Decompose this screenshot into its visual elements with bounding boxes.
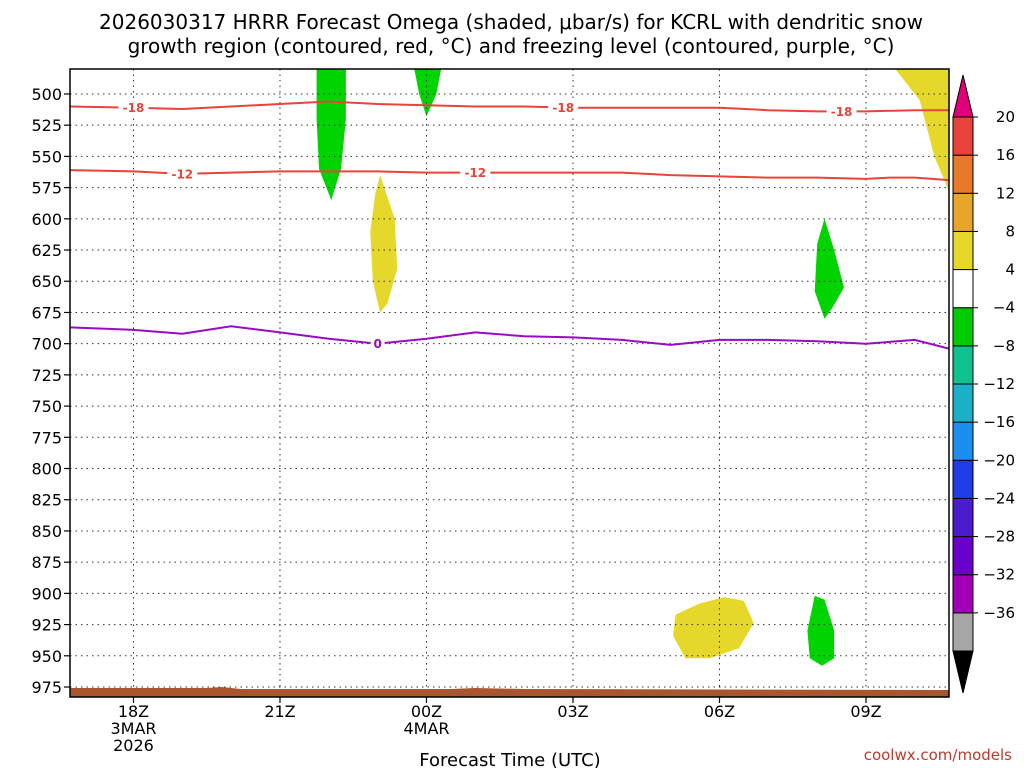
colorbar-tick-label-7: −12 [983,375,1015,393]
y-tick-label-850: 850 [31,522,62,541]
colorbar-tick-label-12: −32 [983,566,1015,584]
colorbar-segment-1 [952,574,974,614]
omega-green-upper-1 [316,69,346,201]
y-tick-label-925: 925 [31,616,62,635]
colorbar-segment-13 [952,116,974,156]
y-tick-label-500: 500 [31,85,62,104]
colorbar-tick-label-11: −28 [983,528,1015,546]
colorbar-tick-label-5: −4 [993,299,1015,317]
omega-yellow-right [895,69,949,192]
x-tick-label-2-0: 00Z [411,702,442,721]
colorbar-segment-12 [952,154,974,194]
x-tick-label-1-0: 21Z [264,702,295,721]
x-tick-label-5-0: 09Z [850,702,881,721]
dgz-minus18-label-bg-1 [548,100,579,115]
y-tick-label-575: 575 [31,179,62,198]
colorbar-below-arrow [952,650,974,694]
chart-title-line1: 2026030317 HRRR Forecast Omega (shaded, … [99,10,923,34]
y-tick-label-550: 550 [31,147,62,166]
colorbar: 20 16 12 8 4 −4 −8 −12 −16 −20 −24 −28 −32 −36 [952,74,1015,694]
dgz-minus12-label-bg-1 [460,165,491,180]
freezing-level-label-0: 0 [373,337,381,351]
colorbar-tick-label-10: −24 [983,489,1015,507]
colorbar-segment-8 [952,307,974,347]
x-tick-label-2-1: 4MAR [403,719,449,738]
colorbar-tick-label-0: 20 [996,108,1015,126]
dgz-minus12-label-bg-0 [167,166,198,181]
y-tick-label-950: 950 [31,647,62,666]
colorbar-tick-label-3: 8 [1005,222,1015,240]
colorbar-segment-11 [952,192,974,232]
dgz-minus18-line [70,100,949,113]
colorbar-segment-6 [952,383,974,423]
y-tick-label-625: 625 [31,241,62,260]
colorbar-tick-label-4: 4 [1005,261,1015,279]
contour-layer: -18 -18 -18 -12 -12 0 [70,100,949,351]
dgz-minus12-label-0: -12 [171,167,193,181]
x-axis-label: Forecast Time (UTC) [419,750,600,768]
y-tick-label-750: 750 [31,397,62,416]
y-tick-label-725: 725 [31,366,62,385]
colorbar-segment-10 [952,230,974,271]
x-tick-label-0-1: 3MAR [110,719,156,738]
colorbar-segment-9 [952,269,974,309]
omega-green-upper-2 [414,69,442,117]
y-tick-label-675: 675 [31,303,62,322]
ground [70,687,949,697]
credit-text: coolwx.com/models [864,746,1012,764]
y-tick-label-700: 700 [31,335,62,354]
plot-frame [69,68,950,698]
x-tick-label-0-2: 2026 [113,736,154,755]
dgz-minus18-label-1: -18 [552,101,574,115]
chart-title-line2: growth region (contoured, red, °C) and f… [128,34,895,58]
y-tick-label-600: 600 [31,210,62,229]
terrain-layer [70,687,949,697]
omega-shading-layer [316,69,949,666]
colorbar-tick-label-13: −36 [983,604,1015,622]
dgz-minus18-label-bg-0 [118,100,149,115]
dgz-minus18-label-bg-2 [826,104,857,119]
colorbar-segment-5 [952,421,974,461]
colorbar-segment-2 [952,536,974,576]
y-tick-label-775: 775 [31,428,62,447]
y-tick-label-800: 800 [31,460,62,479]
omega-yellow-mid [370,175,398,313]
colorbar-tick-label-8: −16 [983,413,1015,431]
colorbar-segment-4 [952,459,974,499]
freezing-level-label-bg-0 [370,336,385,351]
x-tick-label-4-0: 06Z [704,702,735,721]
y-tick-label-825: 825 [31,491,62,510]
x-tick-label-0-0: 18Z [118,702,149,721]
gridlines [70,69,949,697]
dgz-minus12-label-1: -12 [464,166,486,180]
colorbar-tick-label-2: 12 [996,184,1015,202]
pressure-axis: 500 525 550 575 600 625 650 675 700 725 750 775 800 8… [31,85,70,697]
colorbar-segment-0 [952,612,974,652]
y-tick-label-650: 650 [31,272,62,291]
freezing-level-line [70,325,949,350]
y-tick-label-875: 875 [31,553,62,572]
y-tick-label-900: 900 [31,584,62,603]
colorbar-tick-label-9: −20 [983,451,1015,469]
colorbar-segment-7 [952,345,974,385]
y-tick-label-975: 975 [31,678,62,697]
dgz-minus18-label-2: -18 [831,105,853,119]
y-tick-label-525: 525 [31,116,62,135]
x-tick-label-3-0: 03Z [557,702,588,721]
omega-green-mid [814,218,844,319]
colorbar-segment-3 [952,497,974,538]
colorbar-tick-label-6: −8 [993,337,1015,355]
dgz-minus18-label-0: -18 [123,101,145,115]
omega-green-low [807,595,835,666]
colorbar-above-arrow [952,74,974,118]
colorbar-tick-label-1: 16 [996,146,1015,164]
dgz-minus12-line [70,169,949,182]
omega-yellow-low [673,597,754,659]
